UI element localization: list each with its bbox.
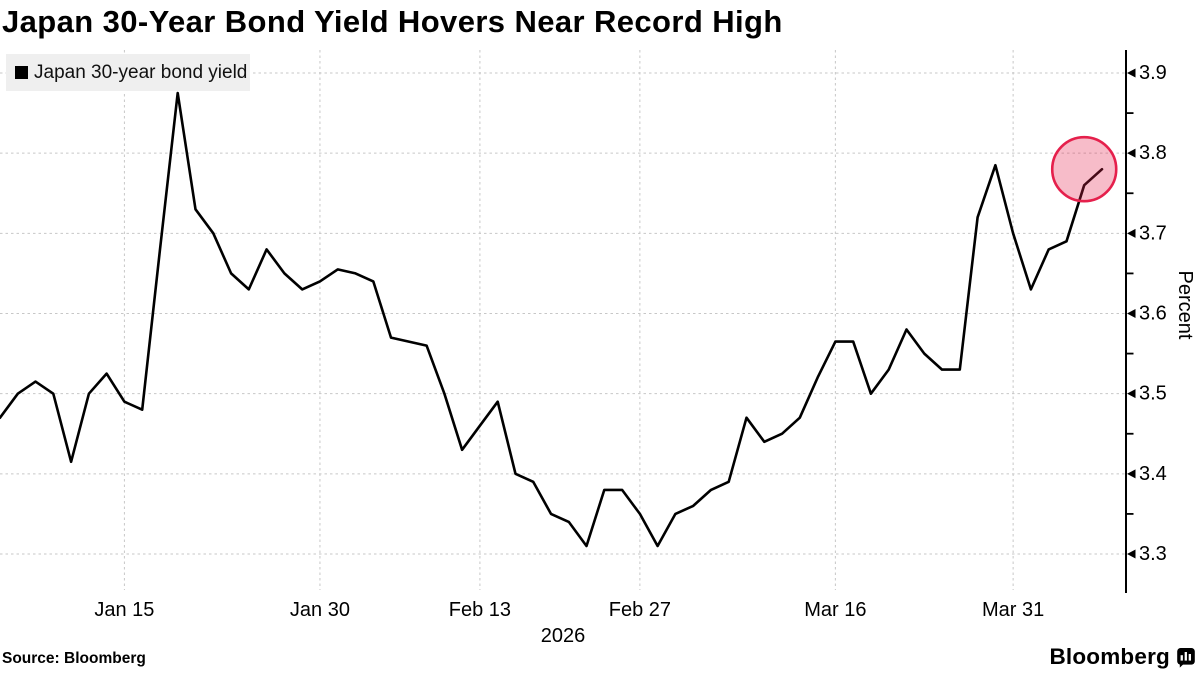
y-tick-label: 3.5 bbox=[1139, 383, 1167, 405]
y-tick-arrow-icon bbox=[1127, 228, 1136, 238]
y-tick-arrow-icon bbox=[1127, 309, 1136, 318]
y-tick-label: 3.8 bbox=[1139, 142, 1167, 164]
y-tick-label: 3.6 bbox=[1139, 303, 1167, 325]
x-tick-label: Jan 15 bbox=[94, 599, 154, 621]
x-tick-label: Mar 16 bbox=[804, 599, 866, 621]
y-tick-label: 3.7 bbox=[1139, 222, 1167, 244]
x-tick-label: Feb 13 bbox=[449, 599, 511, 621]
legend-label: Japan 30-year bond yield bbox=[34, 61, 248, 83]
y-tick-arrow-icon bbox=[1127, 389, 1136, 399]
yield-line bbox=[0, 91, 1104, 548]
y-tick-label: 3.9 bbox=[1139, 62, 1167, 84]
y-tick-arrow-icon bbox=[1127, 148, 1136, 158]
bloomberg-logo: Bloomberg bbox=[1049, 644, 1196, 670]
y-tick-arrow-icon bbox=[1127, 68, 1136, 78]
legend: Japan 30-year bond yield bbox=[6, 54, 250, 91]
highlight-circle bbox=[1050, 135, 1118, 203]
y-tick-arrow-icon bbox=[1127, 549, 1136, 559]
bloomberg-terminal-icon bbox=[1177, 647, 1195, 668]
y-tick-label: 3.4 bbox=[1139, 463, 1167, 485]
x-tick-label: Jan 30 bbox=[290, 599, 350, 621]
x-tick-label: Feb 27 bbox=[609, 599, 671, 621]
source-note: Source: Bloomberg bbox=[2, 650, 146, 667]
legend-marker-icon bbox=[15, 66, 28, 79]
year-label: 2026 bbox=[541, 625, 586, 647]
x-tick-label: Mar 31 bbox=[982, 599, 1044, 621]
y-tick-label: 3.3 bbox=[1139, 543, 1167, 565]
bloomberg-wordmark: Bloomberg bbox=[1049, 644, 1170, 669]
y-tick-arrow-icon bbox=[1127, 469, 1136, 479]
y-axis-title: Percent bbox=[1174, 271, 1196, 340]
page-title: Japan 30-Year Bond Yield Hovers Near Rec… bbox=[2, 4, 783, 39]
